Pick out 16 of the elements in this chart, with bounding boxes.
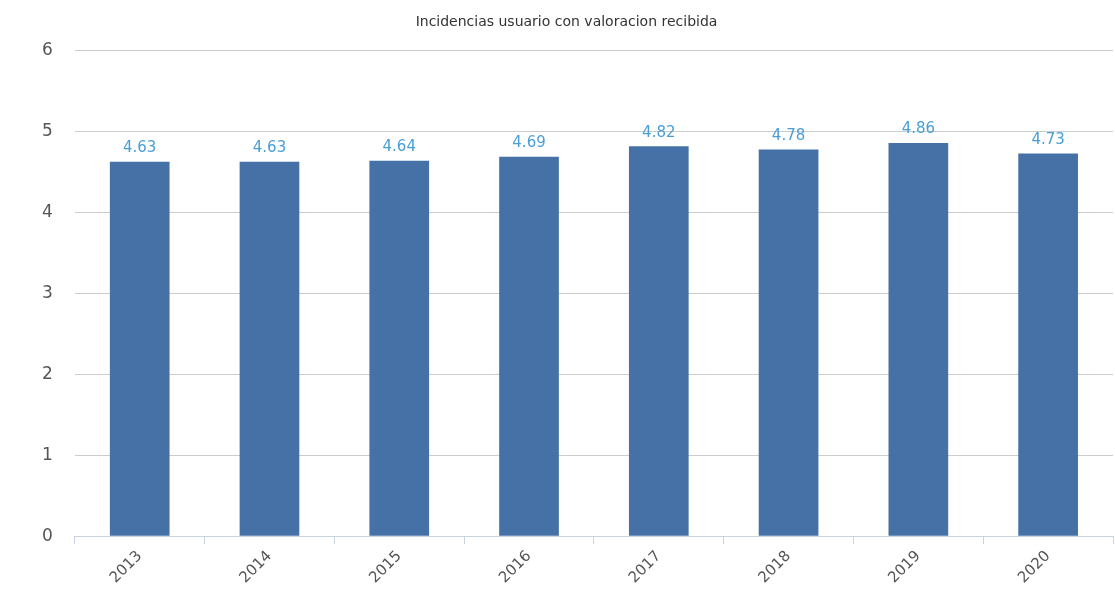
y-tick-label: 1: [41, 443, 53, 464]
y-tick-label: 6: [41, 39, 53, 60]
data-label: 4.64: [382, 137, 416, 156]
y-tick-label: 4: [41, 201, 53, 222]
data-label: 4.78: [771, 125, 806, 144]
data-label: 4.63: [252, 138, 287, 157]
data-label: 4.69: [512, 133, 546, 152]
y-tick-label: 2: [41, 362, 53, 383]
y-tick-label: 0: [41, 524, 53, 545]
y-tick-label: 5: [41, 120, 53, 141]
data-label: 4.86: [901, 119, 936, 138]
y-tick-label: 3: [41, 281, 53, 302]
data-label: 4.82: [642, 122, 676, 141]
chart-title: Incidencias usuario con valoracion recibida: [415, 13, 718, 30]
data-label: 4.73: [1031, 129, 1065, 148]
data-label: 4.63: [123, 138, 157, 157]
